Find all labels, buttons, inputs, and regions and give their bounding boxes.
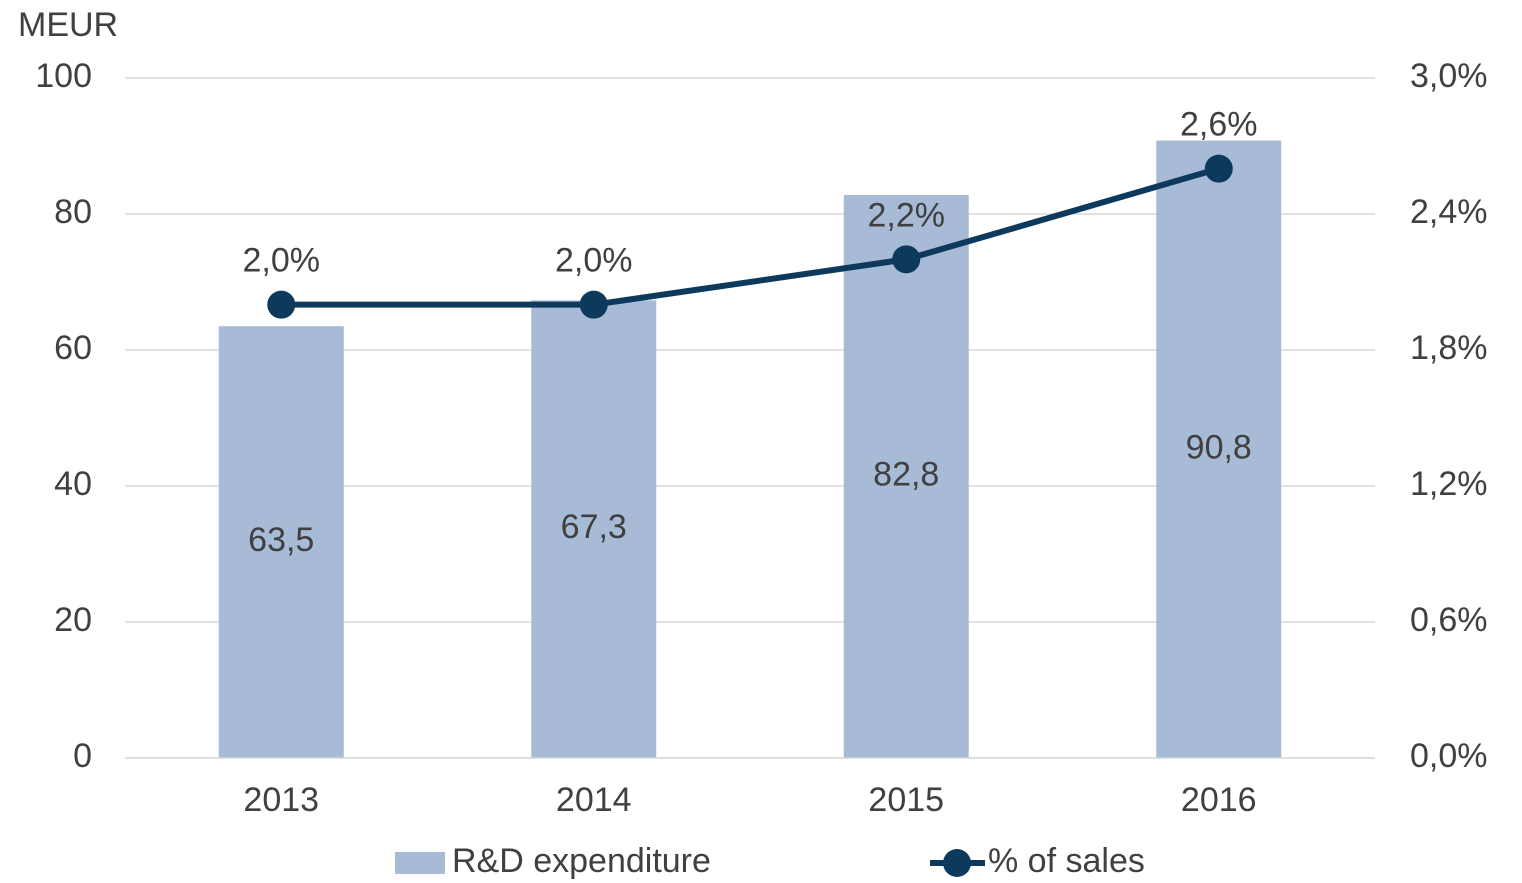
y-axis-label: MEUR — [18, 6, 118, 44]
line-value-label: 2,6% — [1180, 106, 1258, 144]
bar — [218, 326, 344, 758]
y2-tick-label: 0,6% — [1410, 601, 1488, 639]
bar — [531, 300, 657, 758]
line-value-label: 2,0% — [243, 242, 321, 280]
bar-value-label: 90,8 — [1186, 428, 1252, 466]
bar — [843, 194, 969, 758]
y-tick-label: 80 — [54, 193, 92, 231]
line-marker — [1204, 154, 1233, 183]
line-marker — [579, 290, 608, 319]
y2-tick-label: 2,4% — [1410, 193, 1488, 231]
y2-tick-label: 1,2% — [1410, 465, 1488, 503]
line-marker — [892, 245, 921, 274]
line-value-label: 2,2% — [868, 196, 946, 234]
y-tick-label: 40 — [54, 465, 92, 503]
bar — [1156, 140, 1282, 758]
x-tick-label: 2014 — [556, 781, 632, 819]
x-tick-label: 2016 — [1181, 781, 1257, 819]
line-marker — [267, 290, 296, 319]
bar-value-label: 63,5 — [248, 521, 314, 559]
bar-value-label: 67,3 — [561, 508, 627, 546]
line-value-label: 2,0% — [555, 242, 633, 280]
y-tick-label: 0 — [73, 737, 92, 775]
x-tick-label: 2013 — [243, 781, 319, 819]
y-tick-label: 100 — [35, 57, 92, 95]
legend-swatch — [395, 852, 445, 874]
legend-label: % of sales — [988, 842, 1145, 880]
x-tick-label: 2015 — [868, 781, 944, 819]
y2-tick-label: 0,0% — [1410, 737, 1488, 775]
line — [281, 165, 1220, 308]
bar-value-label: 82,8 — [873, 455, 939, 493]
y-tick-label: 20 — [54, 601, 92, 639]
y2-tick-label: 3,0% — [1410, 57, 1488, 95]
legend-label: R&D expenditure — [452, 842, 711, 880]
y2-tick-label: 1,8% — [1410, 329, 1488, 367]
legend-swatch — [943, 849, 971, 877]
y-tick-label: 60 — [54, 329, 92, 367]
